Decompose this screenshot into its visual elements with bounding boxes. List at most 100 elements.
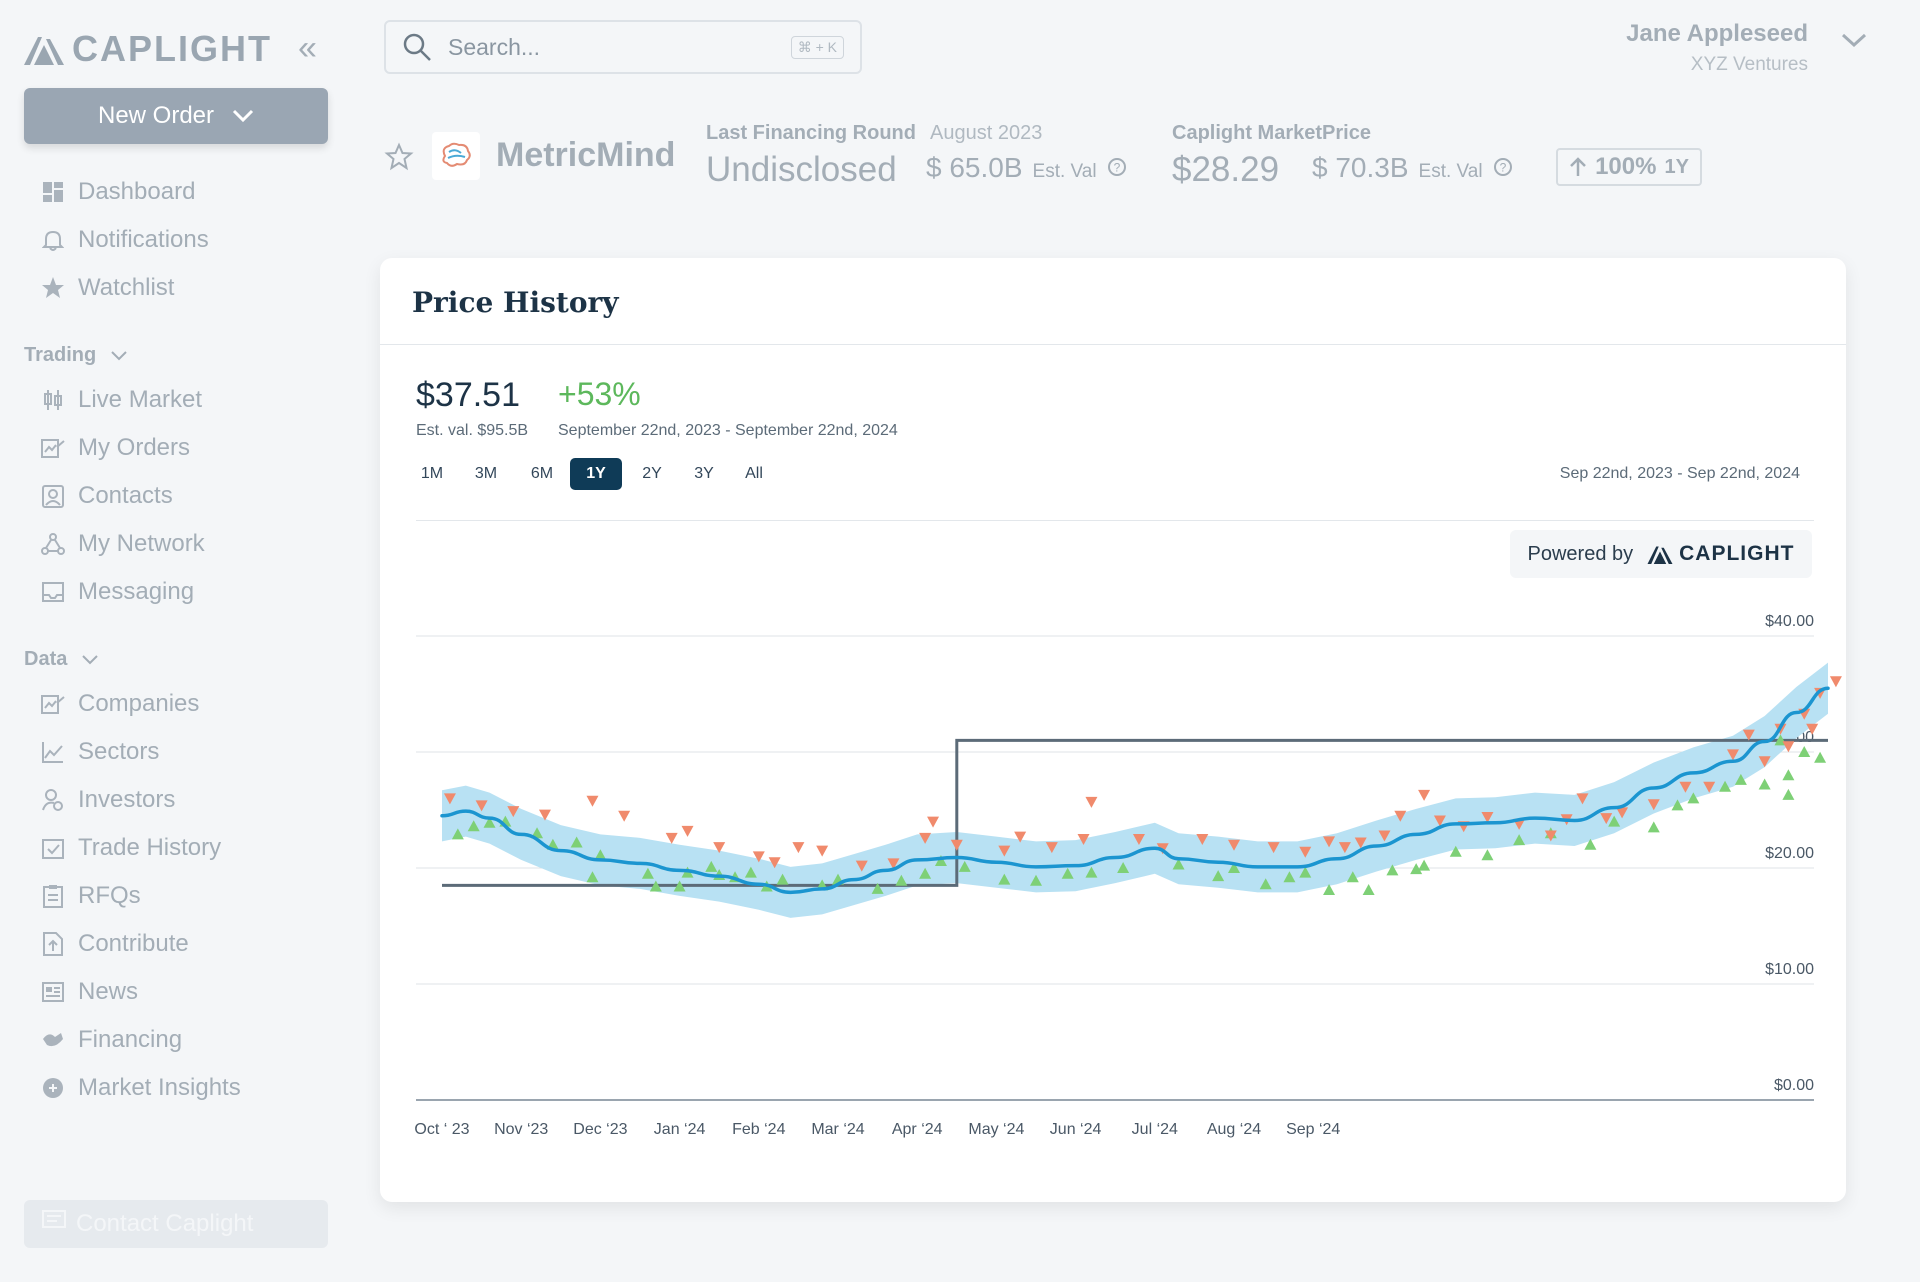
sidebar-item-dashboard[interactable]: Dashboard bbox=[40, 177, 195, 207]
chevron-down-icon[interactable] bbox=[1840, 32, 1868, 50]
sidebar-item-label: Investors bbox=[78, 786, 176, 813]
ask-marker bbox=[816, 845, 829, 857]
trading-section-toggle[interactable]: Trading bbox=[24, 344, 128, 367]
bid-marker bbox=[1671, 799, 1684, 811]
chevron-down-icon bbox=[82, 654, 99, 664]
caplight-logo[interactable]: CAPLIGHT bbox=[24, 28, 272, 70]
bid-marker bbox=[919, 867, 932, 879]
search-shortcut-hint: ⌘ + K bbox=[790, 35, 844, 59]
sidebar-item-market-insights[interactable]: Market Insights bbox=[40, 1073, 241, 1103]
timeframe-1m[interactable]: 1M bbox=[420, 465, 444, 482]
sidebar-item-companies[interactable]: Companies bbox=[40, 689, 199, 719]
sidebar-item-rfqs[interactable]: RFQs bbox=[40, 881, 141, 911]
bid-marker bbox=[1608, 815, 1621, 827]
estimated-valuation: Est. val. $95.5B bbox=[416, 422, 529, 439]
bid-marker bbox=[1782, 769, 1795, 781]
trade-history-icon bbox=[40, 835, 66, 861]
contact-caplight-button[interactable]: Contact Caplight bbox=[24, 1200, 328, 1248]
ask-marker bbox=[1323, 836, 1336, 848]
sidebar-item-news[interactable]: News bbox=[40, 977, 138, 1007]
powered-by-logo: CAPLIGHT bbox=[1647, 542, 1794, 566]
new-order-button[interactable]: New Order bbox=[24, 88, 328, 144]
ask-marker bbox=[1829, 676, 1842, 688]
x-tick-label: May ‘24 bbox=[968, 1121, 1024, 1138]
ask-marker bbox=[855, 860, 868, 872]
sidebar-item-label: Contribute bbox=[78, 930, 189, 957]
data-section-toggle[interactable]: Data bbox=[24, 648, 99, 671]
companies-icon bbox=[40, 691, 66, 717]
ask-marker bbox=[1742, 729, 1755, 741]
user-menu[interactable]: Jane Appleseed XYZ Ventures bbox=[1626, 20, 1808, 76]
x-tick-label: Sep ‘24 bbox=[1286, 1121, 1340, 1138]
bid-marker bbox=[1814, 751, 1827, 763]
bid-marker bbox=[1449, 845, 1462, 857]
ask-marker bbox=[507, 806, 520, 818]
last-round-value: Undisclosed bbox=[706, 150, 897, 189]
price-change-period: 1Y bbox=[1664, 155, 1689, 178]
ask-marker bbox=[1228, 839, 1240, 851]
timeframe-3y[interactable]: 3Y bbox=[694, 465, 714, 482]
sidebar-item-financing[interactable]: Financing bbox=[40, 1025, 182, 1055]
help-icon[interactable]: ? bbox=[1107, 157, 1127, 177]
caplight-logo-icon bbox=[24, 37, 64, 65]
bid-marker bbox=[570, 836, 583, 848]
sidebar-item-investors[interactable]: Investors bbox=[40, 785, 175, 815]
timeframe-6m[interactable]: 6M bbox=[530, 465, 554, 482]
user-name: Jane Appleseed bbox=[1626, 20, 1808, 47]
bid-marker bbox=[586, 871, 599, 883]
x-tick-label: Feb ‘24 bbox=[732, 1121, 785, 1138]
x-tick-label: Nov ‘23 bbox=[494, 1121, 548, 1138]
sidebar-item-notifications[interactable]: Notifications bbox=[40, 225, 209, 255]
sidebar-item-label: News bbox=[78, 978, 139, 1005]
sidebar-item-messaging[interactable]: Messaging bbox=[40, 577, 194, 607]
timeframe-all[interactable]: All bbox=[745, 465, 763, 482]
network-icon bbox=[40, 531, 66, 557]
y-tick-label: $20.00 bbox=[1765, 845, 1814, 862]
sidebar-item-label: Notifications bbox=[78, 226, 209, 253]
ask-marker bbox=[919, 832, 932, 844]
bid-marker bbox=[451, 828, 464, 840]
ask-marker bbox=[1758, 756, 1771, 768]
chevron-down-icon bbox=[232, 109, 254, 123]
sidebar-item-label: Trade History bbox=[78, 834, 222, 861]
sidebar-item-trade-history[interactable]: Trade History bbox=[40, 833, 221, 863]
sidebar-item-label: Dashboard bbox=[78, 178, 196, 205]
ask-marker bbox=[1600, 813, 1613, 825]
timeframe-3m[interactable]: 3M bbox=[474, 465, 498, 482]
ask-marker bbox=[538, 809, 551, 821]
ask-marker bbox=[1077, 834, 1090, 845]
ask-marker bbox=[443, 793, 456, 805]
logo-text: CAPLIGHT bbox=[72, 28, 272, 69]
bid-marker bbox=[1259, 878, 1272, 890]
timeframe-1y[interactable]: 1Y bbox=[570, 458, 622, 490]
sidebar-item-sectors[interactable]: Sectors bbox=[40, 737, 159, 767]
bid-marker bbox=[1481, 849, 1494, 861]
ask-marker bbox=[887, 858, 900, 870]
sidebar: CAPLIGHT « New Order Dashboard Notificat… bbox=[0, 0, 350, 1282]
sidebar-item-contacts[interactable]: Contacts bbox=[40, 481, 173, 511]
bid-marker bbox=[1734, 773, 1747, 785]
search-input[interactable]: Search... ⌘ + K bbox=[384, 20, 862, 74]
ask-marker bbox=[1726, 749, 1739, 761]
sidebar-item-watchlist[interactable]: Watchlist bbox=[40, 273, 174, 303]
bell-icon bbox=[40, 227, 66, 253]
ask-marker bbox=[768, 857, 781, 869]
bid-marker bbox=[1283, 871, 1296, 883]
powered-by-brand: CAPLIGHT bbox=[1679, 542, 1795, 565]
sidebar-item-my-network[interactable]: My Network bbox=[40, 529, 205, 559]
help-icon[interactable]: ? bbox=[1493, 157, 1513, 177]
new-order-label: New Order bbox=[97, 102, 215, 129]
timeframe-2y[interactable]: 2Y bbox=[642, 465, 662, 482]
powered-by-badge: Powered by CAPLIGHT bbox=[1510, 530, 1812, 578]
current-price: $37.51 bbox=[416, 376, 520, 414]
bid-marker bbox=[1647, 821, 1660, 833]
bid-marker bbox=[998, 873, 1011, 885]
watchlist-star-icon[interactable] bbox=[384, 142, 414, 172]
sidebar-item-my-orders[interactable]: My Orders bbox=[40, 433, 190, 463]
collapse-sidebar-icon[interactable]: « bbox=[298, 29, 317, 67]
sidebar-item-live-market[interactable]: Live Market bbox=[40, 385, 202, 415]
bid-marker bbox=[1346, 871, 1359, 883]
y-tick-label: $40.00 bbox=[1765, 613, 1814, 630]
sidebar-item-contribute[interactable]: Contribute bbox=[40, 929, 189, 959]
